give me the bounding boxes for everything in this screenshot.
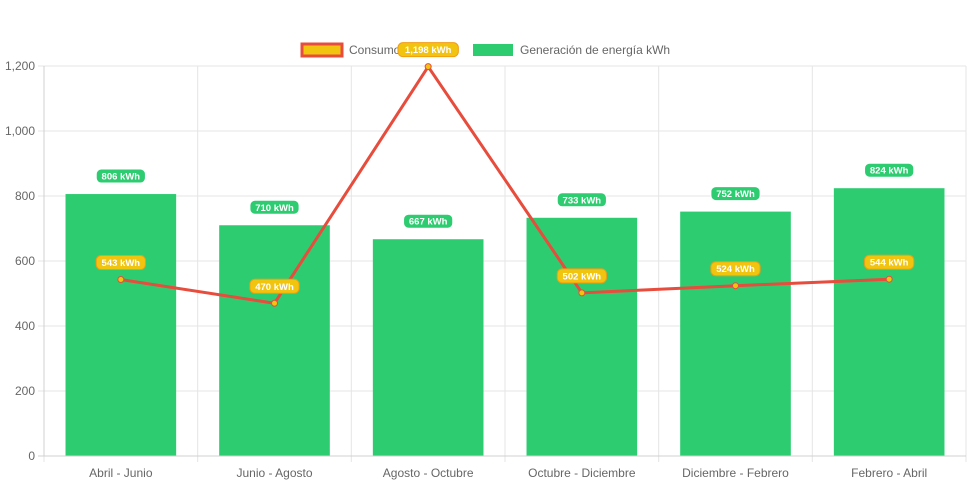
consumption-line <box>120 63 890 305</box>
legend-swatch-consumo <box>300 42 344 58</box>
y-tick-label: 200 <box>15 384 35 398</box>
line-data-label: 544 kWh <box>870 258 909 269</box>
x-tick-label: Junio - Agosto <box>236 466 312 480</box>
legend-label-generacion: Generación de energía kWh <box>520 43 670 57</box>
legend[interactable]: Consumo kWh Generación de energía kWh <box>300 42 670 58</box>
bar-label-bg <box>403 213 454 229</box>
line-data-labels: 543 kWh 470 kWh 1,198 kWh 502 kWh 524 kWh 544… <box>95 42 915 294</box>
x-tick-label: Agosto - Octubre <box>383 466 474 480</box>
line-data-label: 1,198 kWh <box>405 45 452 56</box>
bar-label-bg <box>864 162 915 178</box>
axes: 0 200 400 600 800 1,000 1,200 Abril - Junio Juni… <box>5 59 966 480</box>
y-tick-label: 1,000 <box>5 124 35 138</box>
line-data-label: 470 kWh <box>255 282 294 293</box>
bar <box>680 211 791 456</box>
bar <box>65 194 177 457</box>
x-tick-label: Febrero - Abril <box>851 466 927 480</box>
line-data-label: 524 kWh <box>716 264 755 275</box>
bar-data-label: 710 kWh <box>255 203 294 214</box>
line-series <box>117 63 893 307</box>
y-tick-label: 800 <box>15 189 35 203</box>
line-label-bg <box>864 254 915 270</box>
bar-data-label: 824 kWh <box>870 166 909 177</box>
bar-data-label: 752 kWh <box>716 189 755 200</box>
line-data-label: 543 kWh <box>102 258 141 269</box>
line-label-bg <box>95 255 146 271</box>
line-label-bg <box>249 278 300 294</box>
y-tick-label: 400 <box>15 319 35 333</box>
bar-label-bg <box>95 168 146 184</box>
bar-label-bg <box>556 192 607 208</box>
bar-label-bg <box>249 199 300 215</box>
y-tick-label: 1,200 <box>5 59 35 73</box>
line-label-bg <box>397 42 459 58</box>
x-tick-label: Octubre - Diciembre <box>528 466 636 480</box>
bar-data-label: 667 kWh <box>409 217 448 228</box>
line-point <box>424 63 432 71</box>
bar <box>372 239 484 456</box>
legend-swatch-generacion <box>473 44 513 56</box>
grid <box>38 65 967 462</box>
line-point <box>578 289 586 297</box>
bar-data-labels: 806 kWh 710 kWh 667 kWh 733 kWh 752 kWh 824 k… <box>95 162 915 229</box>
x-tick-label: Diciembre - Febrero <box>682 466 789 480</box>
x-tick-label: Abril - Junio <box>89 466 153 480</box>
y-tick-label: 0 <box>28 449 35 463</box>
bar <box>833 188 945 456</box>
y-tick-label: 600 <box>15 254 35 268</box>
line-data-label: 502 kWh <box>563 271 602 282</box>
bar <box>219 225 330 456</box>
line-point <box>732 282 739 290</box>
line-point <box>117 276 125 284</box>
bar-data-label: 733 kWh <box>563 195 602 206</box>
bar-label-bg <box>710 186 761 202</box>
bar-data-label: 806 kWh <box>102 172 141 183</box>
line-point <box>271 299 278 307</box>
bar-series <box>65 188 945 457</box>
bar <box>526 217 638 456</box>
line-label-bg <box>710 261 761 277</box>
line-label-bg <box>556 268 607 284</box>
line-point <box>885 275 893 283</box>
